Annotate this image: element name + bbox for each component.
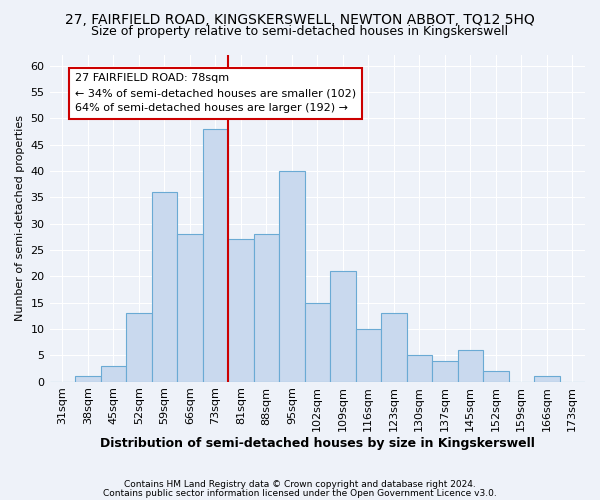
Bar [177,234,203,382]
Bar [458,350,483,382]
Text: Contains public sector information licensed under the Open Government Licence v3: Contains public sector information licen… [103,488,497,498]
Bar [432,360,458,382]
Bar [254,234,279,382]
Bar [381,313,407,382]
X-axis label: Distribution of semi-detached houses by size in Kingskerswell: Distribution of semi-detached houses by … [100,437,535,450]
Y-axis label: Number of semi-detached properties: Number of semi-detached properties [15,116,25,322]
Bar [483,371,509,382]
Bar [534,376,560,382]
Bar [101,366,126,382]
Bar [330,271,356,382]
Bar [279,171,305,382]
Text: 27 FAIRFIELD ROAD: 78sqm
← 34% of semi-detached houses are smaller (102)
64% of : 27 FAIRFIELD ROAD: 78sqm ← 34% of semi-d… [75,74,356,113]
Bar [356,329,381,382]
Bar [305,302,330,382]
Text: 27, FAIRFIELD ROAD, KINGSKERSWELL, NEWTON ABBOT, TQ12 5HQ: 27, FAIRFIELD ROAD, KINGSKERSWELL, NEWTO… [65,12,535,26]
Bar [126,313,152,382]
Bar [75,376,101,382]
Bar [203,129,228,382]
Bar [407,356,432,382]
Bar [228,240,254,382]
Text: Size of property relative to semi-detached houses in Kingskerswell: Size of property relative to semi-detach… [91,25,509,38]
Text: Contains HM Land Registry data © Crown copyright and database right 2024.: Contains HM Land Registry data © Crown c… [124,480,476,489]
Bar [152,192,177,382]
